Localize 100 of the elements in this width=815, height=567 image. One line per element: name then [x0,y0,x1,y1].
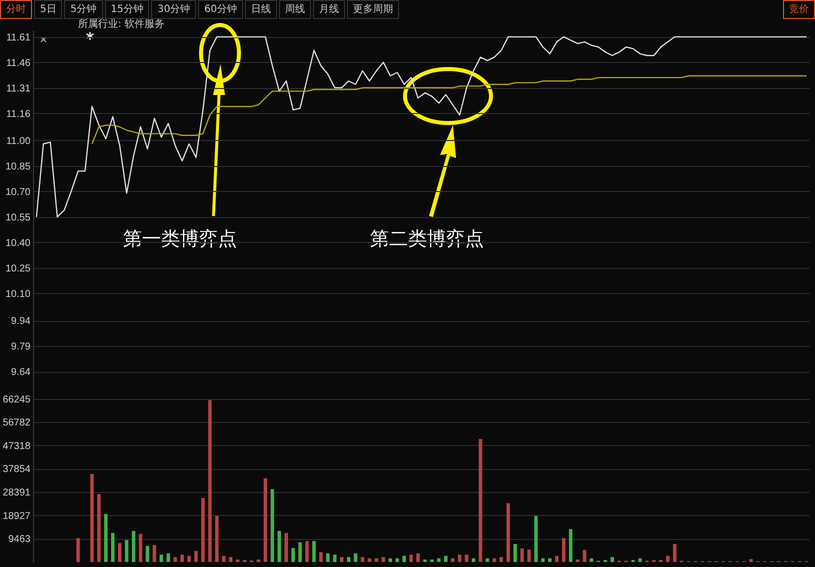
y-tick-label: 9.94 [11,316,31,328]
bar [346,557,350,562]
bar [368,558,372,562]
bar [444,556,448,562]
bar [152,545,156,562]
bar [187,556,191,562]
bar [228,557,232,562]
y-tick-label: 9463 [8,534,31,546]
bar [104,514,108,562]
y-tick-label: 10.55 [5,212,31,224]
text: 竞价 [783,0,815,19]
y-tick-label: 11.31 [6,83,31,94]
text: 周线 [278,0,311,19]
bar [450,558,454,562]
y-tick-label: 10.25 [5,263,31,274]
bar [478,439,482,562]
bar [354,553,358,562]
bar [520,548,524,562]
y-tick-label: 66245 [2,394,31,406]
bar [194,550,198,562]
bar [298,542,302,562]
bar [340,557,344,562]
bar [416,553,420,562]
bar [395,558,399,562]
bar [360,557,364,562]
bar [222,556,226,562]
bar [666,556,670,562]
bar [76,538,80,562]
bar [527,550,531,562]
y-tick-label: 10.70 [5,186,31,198]
bar [555,556,559,562]
y-tick-label: 47318 [2,440,31,452]
y-tick-label: 9.64 [11,367,31,378]
bar [590,558,594,562]
bar [278,530,282,562]
bar [264,478,268,562]
y-tick-label: 28391 [2,488,31,499]
text: 月线 [312,0,345,19]
bar [97,494,101,562]
y-tick-label: 37854 [2,464,31,476]
text: 15分钟 [104,0,150,19]
bar [138,534,142,562]
bar [500,557,504,562]
bar [118,543,122,562]
bar [492,558,496,562]
line-series [91,75,808,144]
bar [582,550,586,562]
bar [562,538,566,562]
bar [458,554,462,562]
line-series [36,36,808,218]
text: 60分钟 [198,0,243,19]
text: 5日 [34,0,62,19]
y-tick-label: 10.10 [5,288,31,300]
bar [90,474,94,562]
bar [672,544,676,562]
text: 5分钟 [64,0,103,19]
bar [270,489,274,562]
text: 分时 [0,0,32,19]
bar [312,541,316,562]
y-tick-label: 11.46 [6,58,31,69]
bar [132,530,136,562]
bar [409,554,413,562]
bar [215,516,219,562]
bar [146,546,150,562]
bar [513,544,517,562]
bar [402,556,406,562]
y-tick-label: 11.61 [6,32,31,44]
bar [173,557,177,562]
bar [374,558,378,562]
bar [208,400,212,562]
bar [610,557,614,562]
bar [291,548,295,562]
bar [111,532,115,562]
y-tick-label: 11.00 [6,136,31,147]
bar [166,553,170,562]
y-tick-label: 10.40 [5,238,31,249]
bar [180,554,184,562]
y-tick-label: 11.16 [6,108,31,120]
bar [638,558,642,562]
bar [486,558,490,562]
bar [160,554,164,562]
y-tick-label: 18927 [2,510,31,522]
bar [124,540,128,562]
y-tick-label: 9.79 [11,342,31,353]
bar [548,558,552,562]
bar [305,541,309,562]
bar [388,558,392,562]
bar [749,559,753,562]
text: 30分钟 [151,0,196,19]
bar [472,558,476,562]
bar [506,503,510,562]
bar [333,554,337,562]
bar [284,532,288,562]
chart-subtitle: 所属行业: 软件服务 [78,19,165,30]
bar [568,528,572,562]
text: 日线 [244,0,277,19]
y-tick-label: 10.85 [5,161,31,172]
bar [534,516,538,562]
bar [437,558,441,562]
bar [382,557,386,562]
